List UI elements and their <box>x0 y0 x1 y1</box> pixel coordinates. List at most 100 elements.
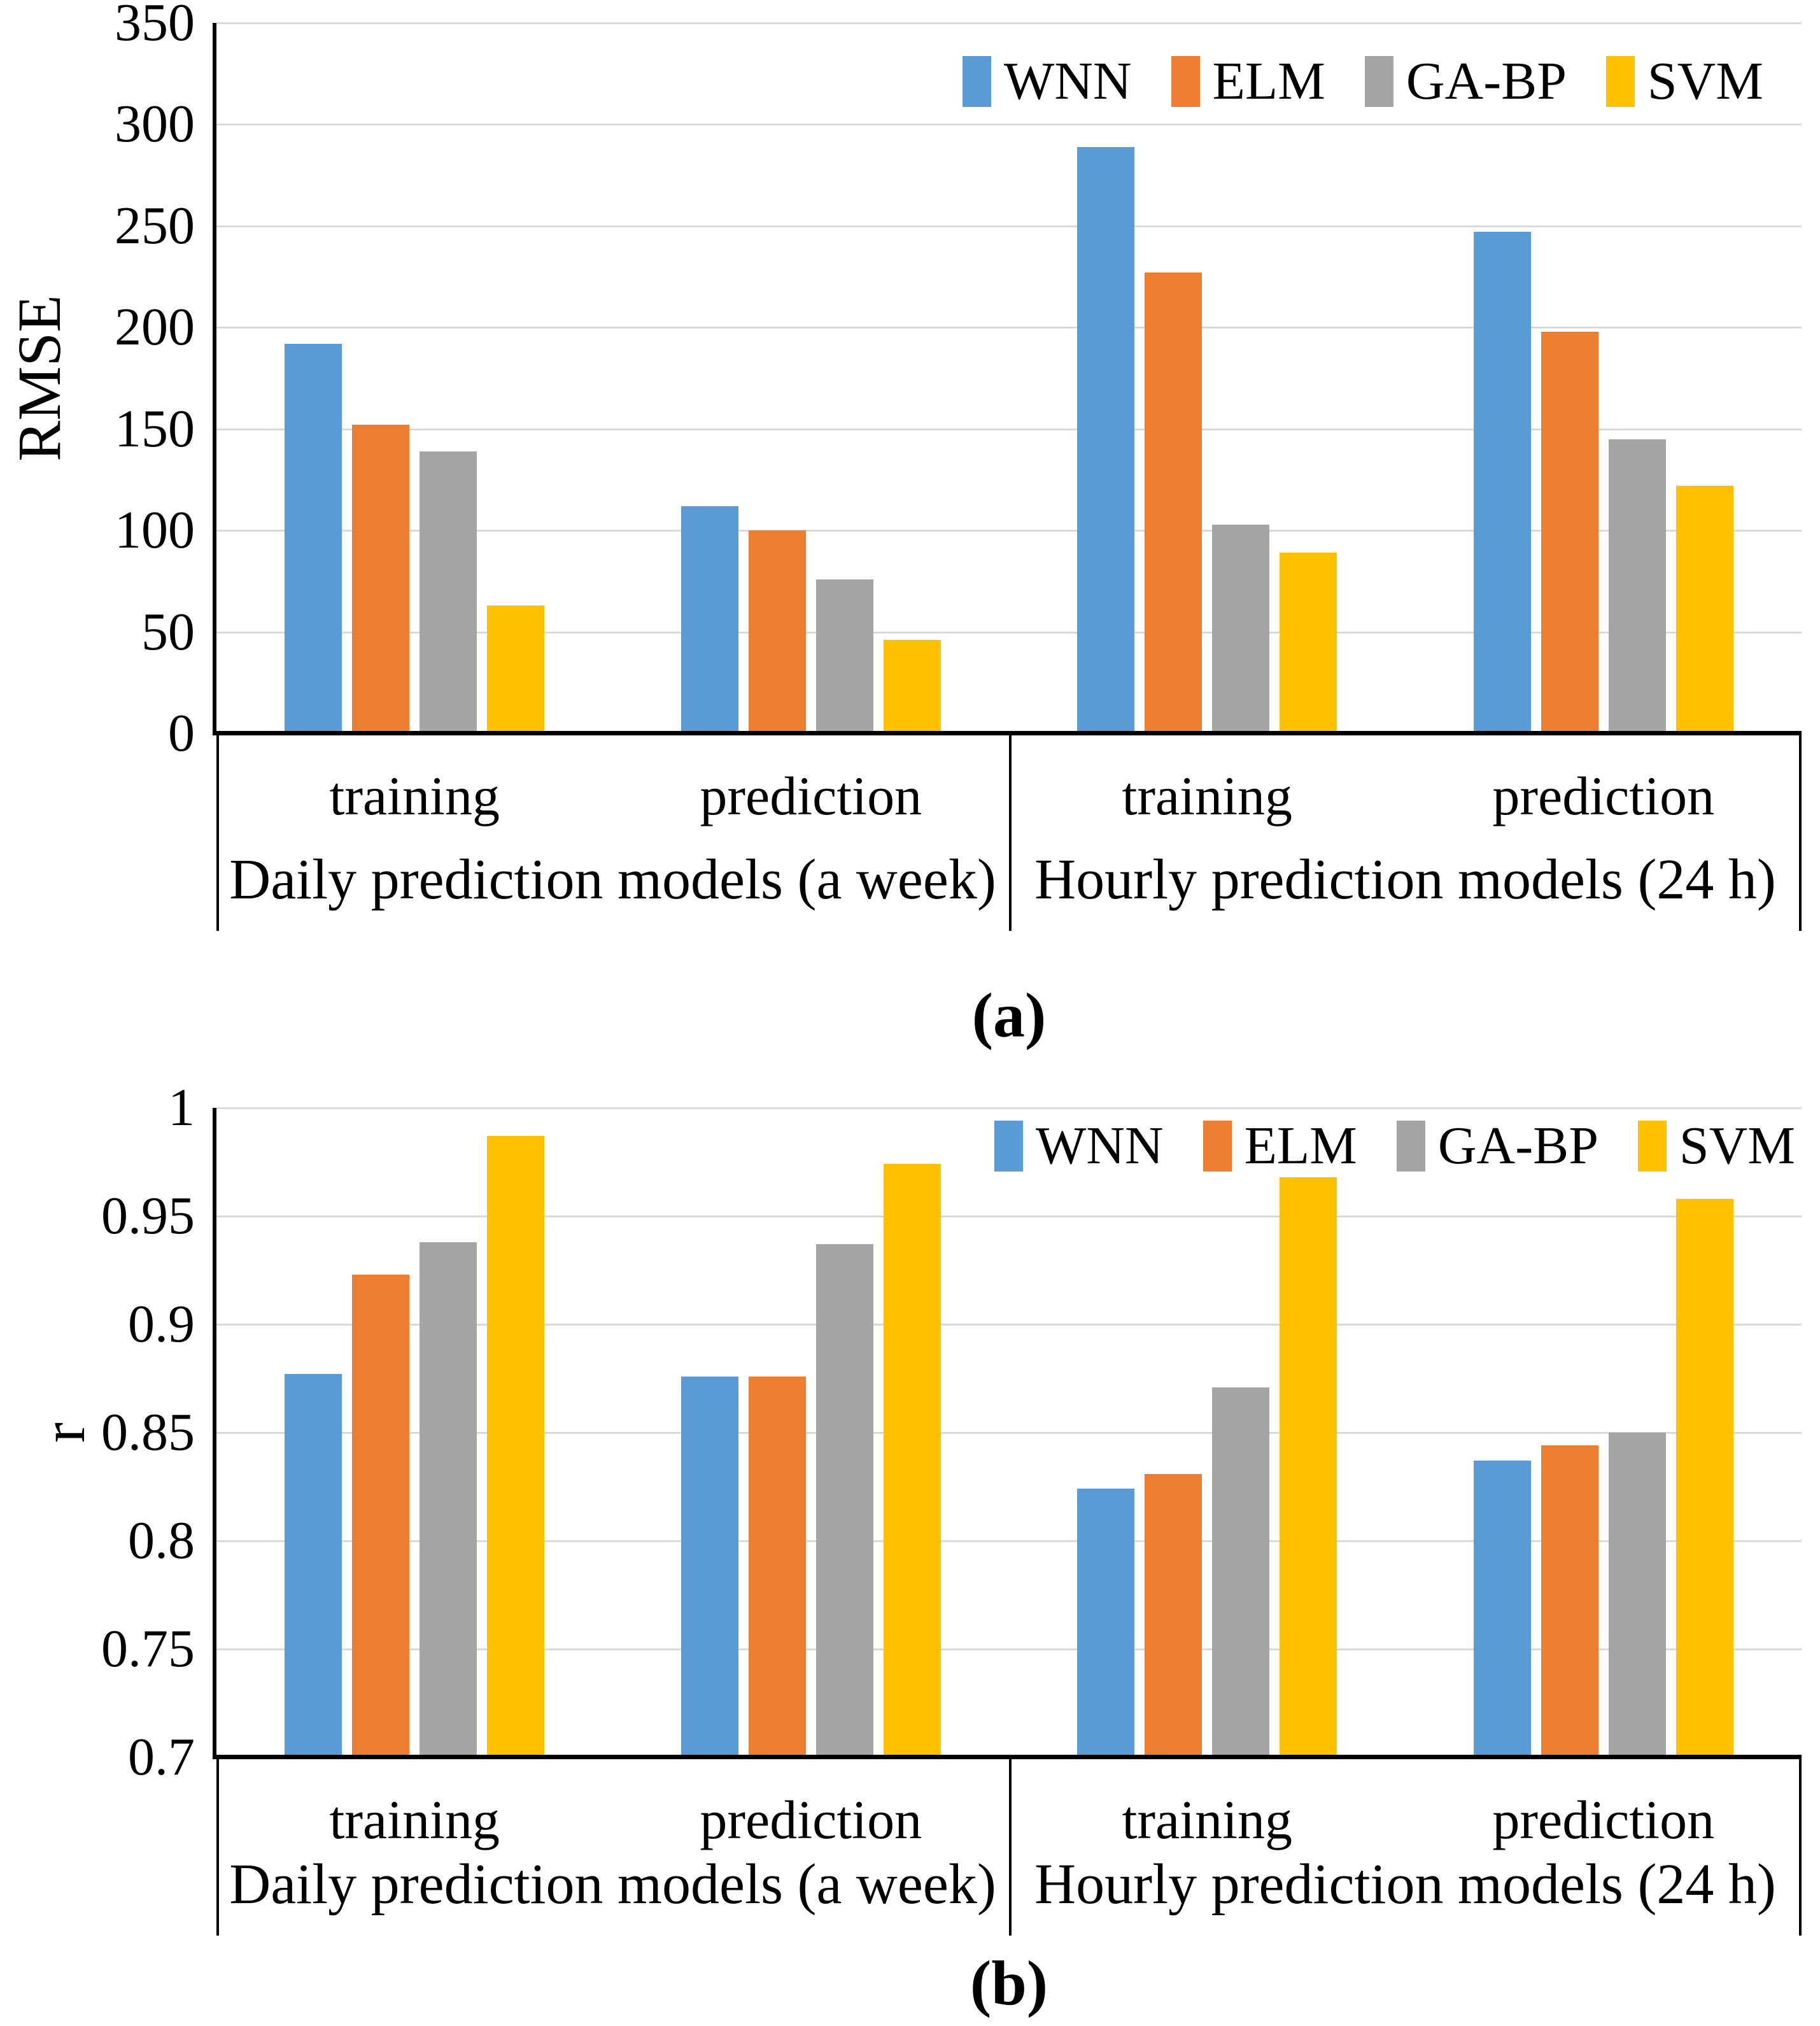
gridline <box>216 428 1802 430</box>
category-label: prediction <box>1492 1789 1715 1850</box>
category-label: training <box>1122 765 1293 826</box>
bar-ga-bp-group3 <box>1212 1387 1270 1757</box>
gridline <box>216 1215 1802 1217</box>
group-row: Daily prediction models (a week) Hourly p… <box>216 1856 1802 1913</box>
legend-swatch-ga-bp-icon <box>1364 56 1393 107</box>
x-axis-line <box>213 1755 1802 1759</box>
y-tick-label: 300 <box>115 94 195 154</box>
legend-swatch-ga-bp-icon <box>1396 1121 1425 1172</box>
axis-border <box>216 1757 219 1936</box>
y-tick-label: 0.75 <box>101 1619 195 1678</box>
bar-elm-group4 <box>1541 331 1598 733</box>
y-tick-label: 350 <box>115 0 195 52</box>
bar-svm-group1 <box>487 1136 545 1757</box>
axis-border <box>216 733 219 931</box>
legend: WNN ELM GA-BP SVM <box>923 55 1763 108</box>
bar-ga-bp-group2 <box>815 579 873 733</box>
y-tick-label: 0.7 <box>128 1727 195 1787</box>
bar-svm-group4 <box>1675 1198 1733 1757</box>
gridline <box>216 225 1802 227</box>
bar-wnn-group2 <box>681 506 738 733</box>
axis-border <box>1799 733 1802 931</box>
bar-wnn-group1 <box>285 1374 342 1757</box>
y-axis-line <box>213 1108 216 1757</box>
legend-item-svm: SVM <box>1605 52 1763 111</box>
gridline <box>216 22 1802 24</box>
axis-divider <box>1009 1757 1012 1936</box>
y-tick-label: 0.85 <box>101 1403 195 1462</box>
bar-wnn-group3 <box>1077 1489 1135 1757</box>
legend-label: GA-BP <box>1437 1116 1598 1175</box>
category-row: training prediction training prediction <box>216 769 1802 823</box>
y-tick-label: 200 <box>115 297 195 357</box>
gridline <box>216 1107 1802 1109</box>
r-chart-plot-area: 1 0.95 0.9 0.85 0.8 0.75 0.7 WNN ELM GA-BP SVM <box>101 1081 1802 1784</box>
bar-elm-group1 <box>352 425 410 733</box>
legend-label: ELM <box>1244 1116 1357 1175</box>
gridline <box>216 124 1802 126</box>
bar-elm-group3 <box>1145 1473 1203 1757</box>
bar-wnn-group3 <box>1077 146 1135 733</box>
legend-item-elm: ELM <box>1203 1119 1357 1173</box>
legend: WNN ELM GA-BP SVM <box>955 1119 1795 1173</box>
legend-label: WNN <box>1035 1116 1164 1175</box>
bar-ga-bp-group4 <box>1608 439 1666 733</box>
bar-svm-group1 <box>487 606 545 733</box>
bar-ga-bp-group3 <box>1212 524 1270 733</box>
bar-wnn-group4 <box>1473 1461 1531 1757</box>
bar-elm-group3 <box>1145 273 1203 733</box>
y-tick-label: 50 <box>141 602 195 662</box>
x-axis-line <box>213 731 1802 735</box>
gridline <box>216 631 1802 634</box>
legend-swatch-svm-icon <box>1605 56 1635 107</box>
y-tick-label: 150 <box>115 399 195 458</box>
gridline <box>216 530 1802 532</box>
gridline <box>216 1648 1802 1650</box>
legend-label: GA-BP <box>1406 52 1567 111</box>
y-tick-label: 0.9 <box>128 1294 195 1354</box>
group-label: Daily prediction models (a week) <box>229 848 996 911</box>
legend-label: SVM <box>1647 52 1763 111</box>
gridline <box>216 1324 1802 1326</box>
bar-elm-group4 <box>1541 1445 1598 1757</box>
legend-swatch-elm-icon <box>1203 1121 1232 1172</box>
category-label: training <box>329 1789 500 1850</box>
legend-item-wnn: WNN <box>962 52 1132 111</box>
axis-divider <box>1009 733 1012 931</box>
legend-item-elm: ELM <box>1171 55 1325 108</box>
category-label: training <box>1122 1789 1293 1850</box>
legend-swatch-svm-icon <box>1637 1121 1667 1172</box>
bar-wnn-group2 <box>681 1376 738 1757</box>
axis-border <box>1799 1757 1802 1936</box>
legend-swatch-wnn-icon <box>962 56 991 107</box>
y-tick-label: 0.95 <box>101 1186 195 1245</box>
bar-elm-group2 <box>748 1376 806 1757</box>
bar-svm-group2 <box>883 640 941 733</box>
caption-a: (a) <box>971 980 1047 1051</box>
category-label: training <box>329 765 500 826</box>
group-label: Hourly prediction models (24 h) <box>1034 1853 1776 1916</box>
bar-svm-group2 <box>883 1164 941 1757</box>
bar-ga-bp-group4 <box>1608 1433 1666 1757</box>
y-tick-label: 100 <box>115 500 195 560</box>
bar-elm-group1 <box>352 1274 410 1757</box>
bar-svm-group4 <box>1675 485 1733 733</box>
legend-item-ga-bp: GA-BP <box>1396 1116 1598 1175</box>
bar-svm-group3 <box>1280 553 1337 733</box>
y-tick-label: 0.8 <box>128 1511 195 1570</box>
legend-swatch-elm-icon <box>1171 56 1200 107</box>
legend-label: WNN <box>1003 52 1132 111</box>
category-label: prediction <box>1492 765 1715 826</box>
bar-elm-group2 <box>748 530 806 733</box>
y-axis-title-rmse: RMSE <box>5 295 73 462</box>
gridline <box>216 327 1802 329</box>
group-row: Daily prediction models (a week) Hourly p… <box>216 851 1802 909</box>
legend-label: ELM <box>1212 52 1325 111</box>
panel-b: r 1 0.95 0.9 0.85 0.8 0.75 0.7 WNN ELM GA-BP SVM t… <box>0 1057 1820 2026</box>
group-label: Hourly prediction models (24 h) <box>1034 848 1776 911</box>
category-row: training prediction training prediction <box>216 1792 1802 1847</box>
caption-b: (b) <box>970 1948 1048 2018</box>
legend-item-svm: SVM <box>1637 1119 1795 1173</box>
bar-ga-bp-group1 <box>420 1242 477 1757</box>
y-tick-label: 0 <box>168 704 195 763</box>
